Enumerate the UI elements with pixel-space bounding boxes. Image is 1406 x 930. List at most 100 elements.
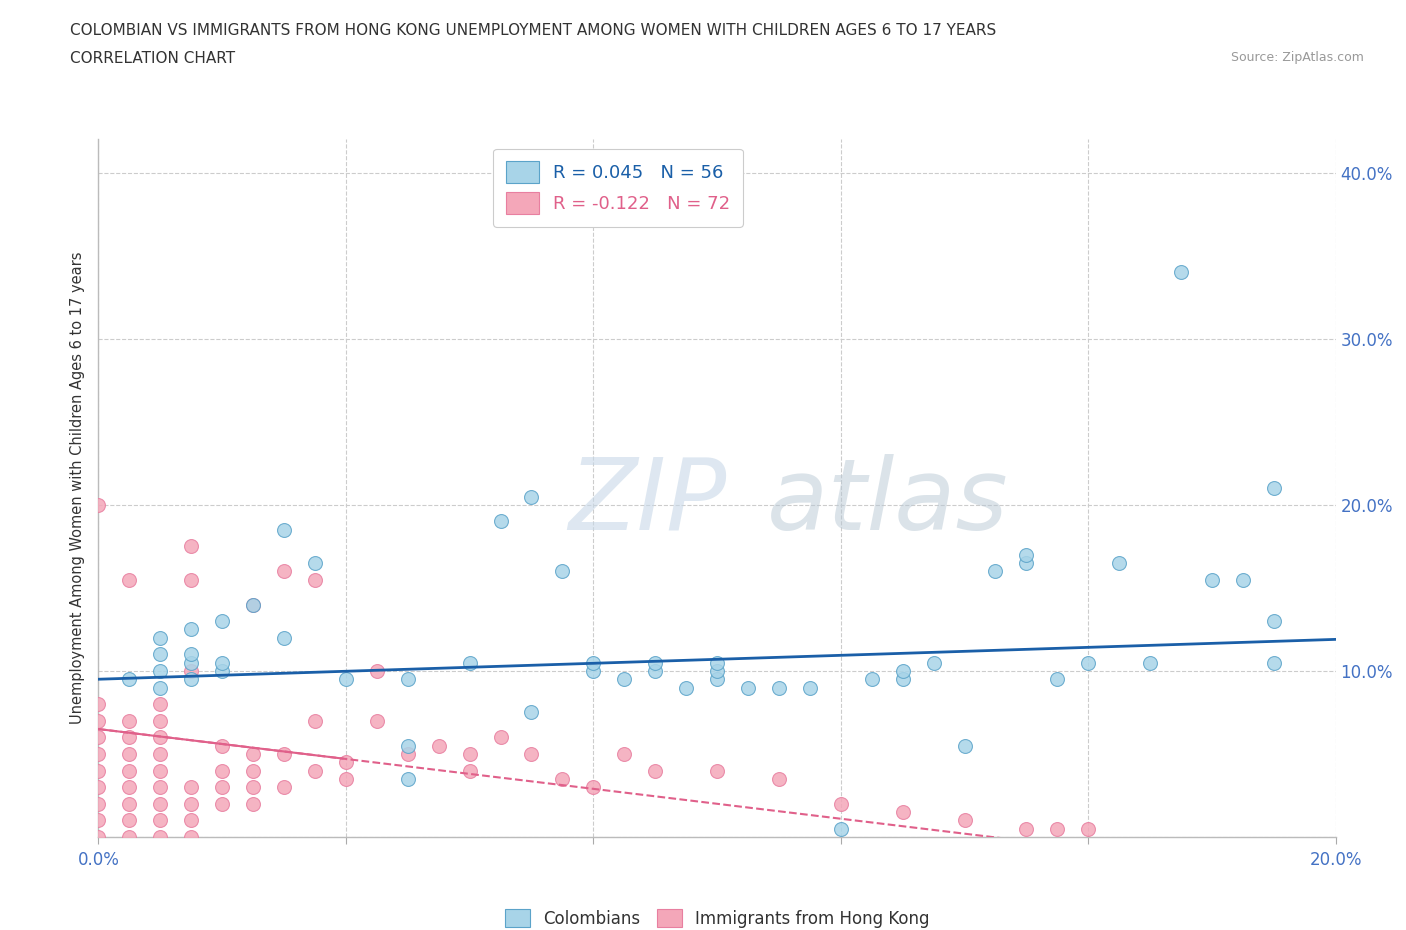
Point — [304, 555, 326, 570]
Point — [613, 671, 636, 686]
Point — [799, 680, 821, 695]
Point — [149, 697, 172, 711]
Point — [180, 663, 202, 678]
Point — [273, 631, 295, 645]
Point — [922, 656, 945, 671]
Point — [891, 804, 914, 819]
Point — [427, 738, 450, 753]
Point — [953, 813, 976, 828]
Point — [149, 647, 172, 662]
Point — [149, 796, 172, 811]
Point — [211, 663, 233, 678]
Point — [1015, 547, 1038, 562]
Point — [273, 779, 295, 794]
Text: ZIP: ZIP — [568, 454, 727, 551]
Point — [211, 764, 233, 778]
Point — [551, 564, 574, 578]
Point — [396, 671, 419, 686]
Point — [180, 622, 202, 637]
Point — [304, 572, 326, 587]
Point — [180, 572, 202, 587]
Point — [118, 572, 141, 587]
Point — [1139, 656, 1161, 671]
Point — [953, 738, 976, 753]
Point — [768, 772, 790, 787]
Point — [87, 779, 110, 794]
Point — [706, 671, 728, 686]
Point — [304, 713, 326, 728]
Point — [396, 747, 419, 762]
Point — [149, 730, 172, 745]
Point — [273, 523, 295, 538]
Point — [87, 730, 110, 745]
Point — [335, 772, 357, 787]
Point — [551, 772, 574, 787]
Point — [706, 764, 728, 778]
Point — [273, 747, 295, 762]
Point — [304, 764, 326, 778]
Point — [520, 705, 543, 720]
Point — [211, 656, 233, 671]
Point — [1046, 671, 1069, 686]
Legend: Colombians, Immigrants from Hong Kong: Colombians, Immigrants from Hong Kong — [496, 901, 938, 930]
Point — [1263, 614, 1285, 629]
Point — [520, 489, 543, 504]
Point — [211, 738, 233, 753]
Point — [180, 779, 202, 794]
Point — [613, 747, 636, 762]
Text: CORRELATION CHART: CORRELATION CHART — [70, 51, 235, 66]
Point — [180, 830, 202, 844]
Point — [87, 747, 110, 762]
Point — [737, 680, 759, 695]
Point — [582, 779, 605, 794]
Point — [242, 796, 264, 811]
Point — [1263, 656, 1285, 671]
Point — [891, 663, 914, 678]
Point — [149, 747, 172, 762]
Text: Source: ZipAtlas.com: Source: ZipAtlas.com — [1230, 51, 1364, 64]
Point — [706, 656, 728, 671]
Point — [149, 813, 172, 828]
Y-axis label: Unemployment Among Women with Children Ages 6 to 17 years: Unemployment Among Women with Children A… — [70, 252, 86, 724]
Point — [149, 663, 172, 678]
Point — [335, 755, 357, 770]
Point — [118, 764, 141, 778]
Point — [180, 796, 202, 811]
Point — [180, 671, 202, 686]
Point — [87, 713, 110, 728]
Point — [830, 796, 852, 811]
Point — [242, 764, 264, 778]
Point — [1170, 265, 1192, 280]
Point — [860, 671, 883, 686]
Point — [118, 730, 141, 745]
Point — [149, 764, 172, 778]
Point — [520, 747, 543, 762]
Point — [1201, 572, 1223, 587]
Point — [396, 738, 419, 753]
Point — [242, 597, 264, 612]
Point — [830, 821, 852, 836]
Point — [118, 713, 141, 728]
Point — [87, 764, 110, 778]
Point — [644, 656, 666, 671]
Point — [458, 764, 481, 778]
Point — [891, 671, 914, 686]
Point — [149, 830, 172, 844]
Point — [366, 713, 388, 728]
Point — [87, 830, 110, 844]
Point — [1015, 555, 1038, 570]
Point — [211, 779, 233, 794]
Point — [1108, 555, 1130, 570]
Text: atlas: atlas — [766, 454, 1008, 551]
Point — [706, 663, 728, 678]
Point — [458, 747, 481, 762]
Point — [118, 830, 141, 844]
Point — [149, 631, 172, 645]
Point — [180, 813, 202, 828]
Point — [335, 671, 357, 686]
Point — [87, 697, 110, 711]
Point — [1263, 481, 1285, 496]
Point — [180, 539, 202, 554]
Point — [644, 764, 666, 778]
Point — [242, 747, 264, 762]
